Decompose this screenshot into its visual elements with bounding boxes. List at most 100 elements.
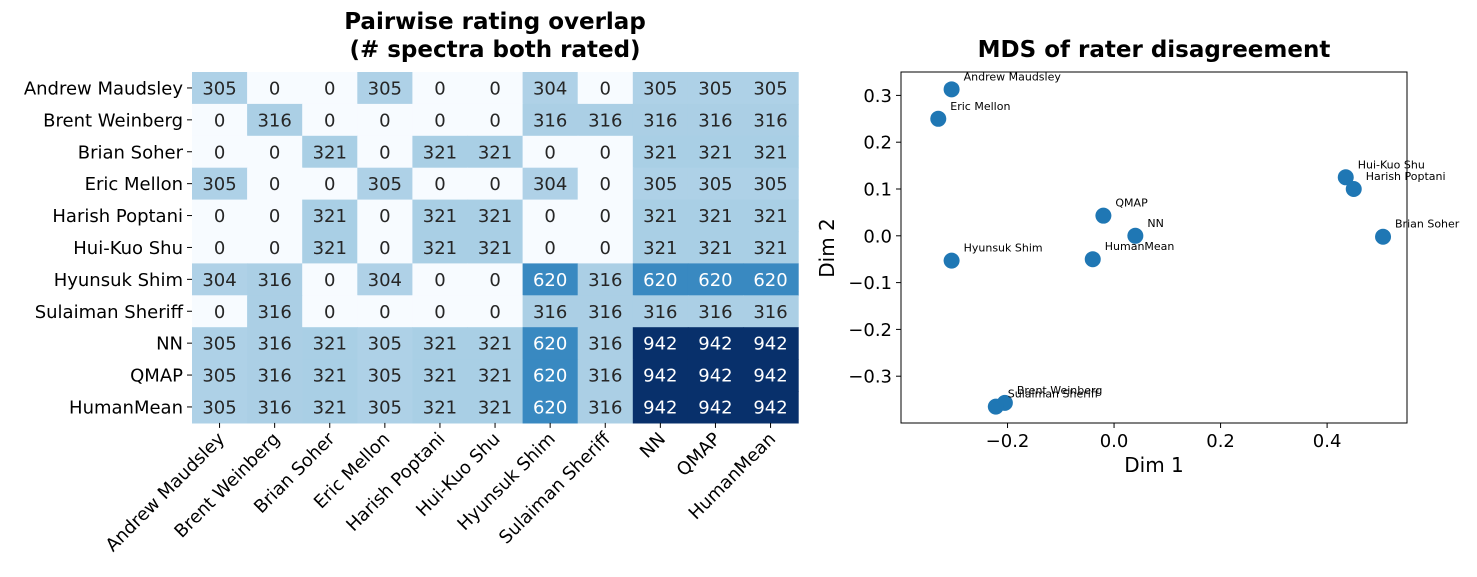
heatmap-cell-value: 0	[544, 206, 555, 227]
heatmap-cell-value: 316	[257, 110, 291, 131]
heatmap-cell	[687, 391, 744, 424]
scatter-point-label: Hui-Kuo Shu	[1358, 158, 1425, 171]
heatmap-cell	[192, 167, 248, 201]
heatmap-cell	[522, 231, 579, 264]
heatmap-cell-value: 321	[478, 334, 512, 355]
heatmap-cell-value: 316	[643, 110, 677, 131]
heatmap-cell	[302, 231, 358, 264]
scatter-point	[1345, 181, 1362, 197]
heatmap-cell-value: 321	[313, 366, 347, 387]
scatter-y-tick-label: −0.3	[848, 367, 892, 388]
heatmap-cell	[302, 103, 358, 137]
heatmap-cell-value: 321	[313, 206, 347, 227]
heatmap-cell	[247, 295, 303, 328]
scatter-point-label: NN	[1147, 217, 1163, 230]
scatter-y-tick-label: −0.1	[848, 273, 892, 294]
heatmap-cell-value: 316	[588, 302, 622, 323]
heatmap-cell	[302, 359, 358, 392]
heatmap-cell-value: 316	[698, 302, 732, 323]
heatmap-cell-value: 321	[643, 238, 677, 259]
heatmap-cell	[357, 103, 413, 137]
heatmap-cell-value: 0	[324, 110, 335, 131]
heatmap-cell	[687, 295, 744, 328]
heatmap-cell	[687, 167, 744, 201]
heatmap-cell	[412, 263, 469, 296]
scatter-y-tick-label: 0.1	[863, 180, 892, 201]
heatmap-cell	[687, 103, 744, 137]
heatmap-cell-value: 305	[753, 174, 787, 195]
heatmap-cell	[357, 295, 413, 328]
heatmap-cell	[412, 327, 469, 360]
heatmap-cell-value: 305	[698, 78, 732, 99]
heatmap-cell	[632, 72, 689, 105]
heatmap-cell-value: 0	[489, 302, 500, 323]
heatmap-cell-value: 0	[269, 78, 280, 99]
heatmap-cell-value: 0	[434, 78, 445, 99]
heatmap-cell-value: 321	[313, 142, 347, 163]
heatmap-cell	[577, 167, 634, 201]
heatmap-cell	[357, 72, 413, 105]
heatmap-cell	[522, 167, 579, 201]
heatmap-row-label: QMAP	[130, 366, 183, 387]
heatmap-cell-value: 304	[533, 174, 567, 195]
heatmap-cell-value: 0	[379, 238, 390, 259]
scatter-x-tick-label: 0.2	[1206, 431, 1235, 452]
heatmap-cell-value: 305	[202, 397, 236, 418]
heatmap-cell-value: 321	[478, 397, 512, 418]
heatmap-cell	[577, 295, 634, 328]
heatmap-cell	[467, 391, 524, 424]
heatmap-cell	[743, 167, 799, 201]
heatmap-cell-value: 305	[368, 174, 402, 195]
scatter-points: Andrew Maudsley Eric Mellon Hui-Kuo ShuHar…	[930, 70, 1460, 415]
heatmap-cell-value: 316	[753, 110, 787, 131]
heatmap-cell-value: 321	[478, 238, 512, 259]
heatmap-cell	[743, 295, 799, 328]
heatmap-cell	[467, 359, 524, 392]
heatmap-cell-value: 942	[753, 397, 787, 418]
heatmap-cell	[522, 327, 579, 360]
heatmap-cell	[687, 199, 744, 233]
heatmap-cell	[467, 103, 524, 137]
heatmap-cell	[522, 359, 579, 392]
heatmap-row-label: Eric Mellon	[85, 174, 183, 195]
heatmap-cell-value: 942	[753, 334, 787, 355]
heatmap-cell-value: 0	[214, 238, 225, 259]
heatmap-cell	[302, 391, 358, 424]
heatmap-cell	[743, 199, 799, 233]
heatmap-cell	[467, 295, 524, 328]
heatmap-cell	[687, 135, 744, 169]
heatmap-cell	[412, 199, 469, 233]
scatter-y-tick-label: 0.3	[863, 86, 892, 107]
heatmap-cell	[247, 135, 303, 169]
heatmap-cell-value: 321	[313, 238, 347, 259]
scatter-point	[943, 81, 960, 98]
heatmap-cell	[357, 359, 413, 392]
heatmap-cell	[522, 391, 579, 424]
heatmap-cell	[192, 295, 248, 328]
heatmap-cell	[357, 199, 413, 233]
heatmap-cell-value: 321	[423, 142, 457, 163]
heatmap-cell-value: 942	[643, 366, 677, 387]
heatmap-panel: Pairwise rating overlap (# spectra both …	[24, 9, 799, 556]
heatmap-cell-value: 321	[478, 142, 512, 163]
heatmap-cell	[743, 327, 799, 360]
heatmap-cell-value: 0	[434, 302, 445, 323]
heatmap-title-line-2: (# spectra both rated)	[349, 37, 640, 63]
scatter-point-label: Brent Weinberg	[1017, 384, 1102, 397]
heatmap-cell	[247, 72, 303, 105]
heatmap-cell-value: 316	[257, 366, 291, 387]
heatmap-row-label: NN	[156, 334, 183, 355]
heatmap-cell-value: 620	[643, 270, 677, 291]
heatmap-cell	[302, 135, 358, 169]
heatmap-cell-value: 0	[324, 78, 335, 99]
heatmap-cell-value: 305	[753, 78, 787, 99]
heatmap-cell-value: 620	[753, 270, 787, 291]
heatmap-cell-value: 0	[379, 302, 390, 323]
heatmap-cell	[687, 72, 744, 105]
heatmap-cell-value: 620	[533, 366, 567, 387]
heatmap-cell	[302, 327, 358, 360]
heatmap-cell	[247, 103, 303, 137]
heatmap-cell-value: 316	[257, 270, 291, 291]
heatmap-cell	[743, 231, 799, 264]
